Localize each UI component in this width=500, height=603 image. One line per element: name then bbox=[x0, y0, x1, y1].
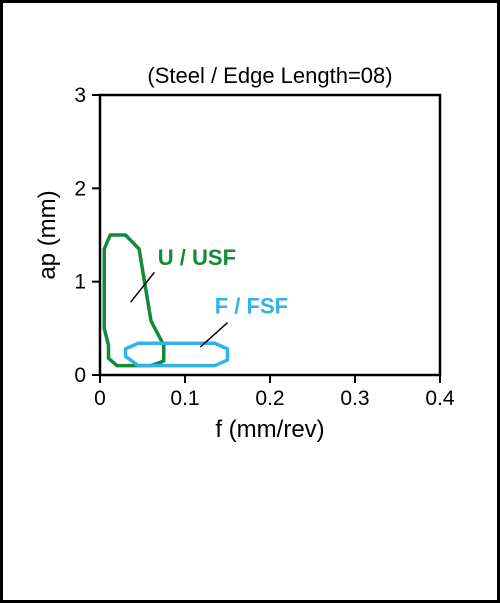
chart-svg: 00.10.20.30.4 0123 f (mm/rev) ap (mm) (S… bbox=[40, 60, 460, 480]
x-ticks: 0 0.1 0.2 0.3 0.4 bbox=[94, 375, 455, 410]
y-tick-label: 2 bbox=[74, 177, 86, 200]
y-ticks: 0 1 2 3 bbox=[74, 84, 100, 387]
y-tick-label: 3 bbox=[74, 84, 86, 107]
x-tick-label: 0.1 bbox=[170, 387, 199, 410]
x-tick-label: 0 bbox=[94, 387, 106, 410]
chart: 00.10.20.30.4 0123 f (mm/rev) ap (mm) (S… bbox=[40, 60, 460, 480]
y-axis-label: ap (mm) bbox=[34, 190, 61, 279]
x-axis-label: f (mm/rev) bbox=[215, 416, 324, 443]
series-f-label: F / FSF bbox=[215, 293, 288, 318]
chart-title: (Steel / Edge Length=08) bbox=[147, 63, 392, 88]
series-u-label: U / USF bbox=[158, 245, 236, 270]
x-tick-label: 0.4 bbox=[425, 387, 455, 410]
x-tick-label: 0.2 bbox=[255, 387, 284, 410]
plot-frame bbox=[100, 95, 440, 375]
y-tick-label: 0 bbox=[74, 364, 86, 387]
x-tick-label: 0.3 bbox=[340, 387, 369, 410]
series-f-region bbox=[126, 343, 228, 365]
y-tick-label: 1 bbox=[74, 271, 86, 294]
